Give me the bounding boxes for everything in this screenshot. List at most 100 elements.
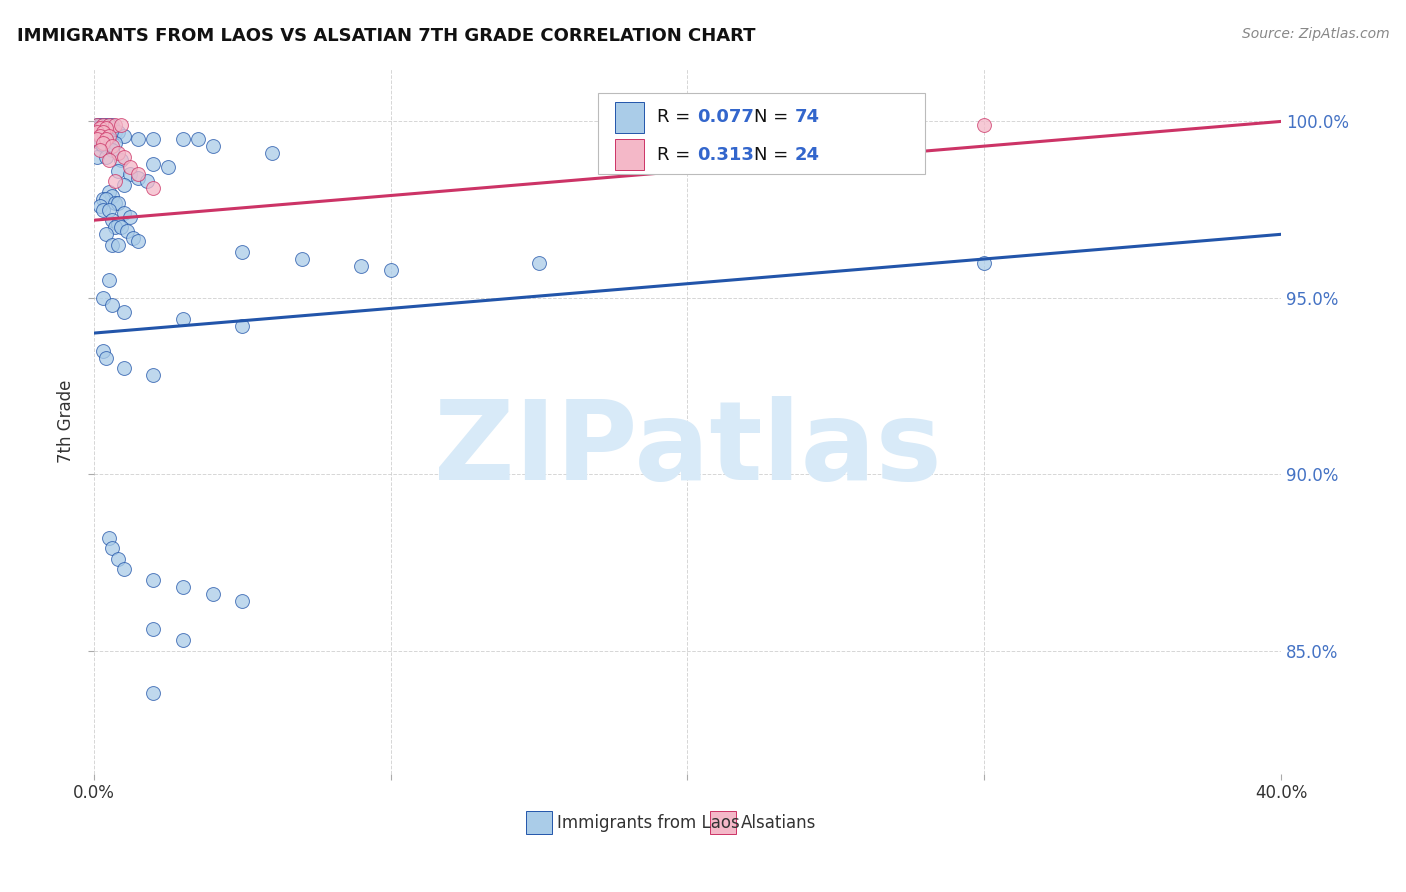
Point <box>231 319 253 334</box>
Point <box>100 139 122 153</box>
Point <box>110 153 132 168</box>
Point <box>136 174 159 188</box>
Point <box>260 146 283 161</box>
Point <box>97 153 120 168</box>
FancyBboxPatch shape <box>710 812 737 834</box>
Point <box>97 121 120 136</box>
Point <box>201 587 224 601</box>
Point <box>89 121 111 136</box>
Point <box>97 128 120 143</box>
Point <box>94 150 117 164</box>
Point <box>91 125 114 139</box>
Point <box>104 125 127 139</box>
Point <box>107 125 129 139</box>
Point <box>112 128 135 143</box>
Text: Source: ZipAtlas.com: Source: ZipAtlas.com <box>1241 27 1389 41</box>
Text: R =: R = <box>657 145 696 163</box>
Point <box>110 118 132 132</box>
Point <box>86 118 108 132</box>
Point <box>91 121 114 136</box>
Point <box>104 195 127 210</box>
Point <box>86 125 108 139</box>
Point <box>94 121 117 136</box>
Point <box>201 139 224 153</box>
Point <box>97 118 120 132</box>
Point <box>107 217 129 231</box>
Text: R =: R = <box>657 109 696 127</box>
Point <box>86 118 108 132</box>
Point <box>91 118 114 132</box>
Point <box>142 181 165 195</box>
Point <box>100 118 122 132</box>
Point <box>91 118 114 132</box>
Point <box>127 235 149 249</box>
Point <box>91 136 114 150</box>
FancyBboxPatch shape <box>614 139 644 170</box>
Point <box>104 220 127 235</box>
Point <box>142 157 165 171</box>
Point <box>89 118 111 132</box>
Point <box>172 632 194 647</box>
Point <box>94 118 117 132</box>
Point <box>973 255 995 269</box>
Point <box>89 128 111 143</box>
Point <box>118 210 141 224</box>
Point <box>86 150 108 164</box>
Point <box>97 531 120 545</box>
Point <box>97 132 120 146</box>
Point <box>86 125 108 139</box>
Point <box>100 541 122 556</box>
Point <box>380 262 402 277</box>
Point <box>100 188 122 202</box>
Point <box>527 255 550 269</box>
Point <box>187 132 209 146</box>
Point <box>172 312 194 326</box>
Point <box>115 224 138 238</box>
Text: N =: N = <box>754 109 794 127</box>
Point <box>291 252 314 266</box>
Point <box>86 132 108 146</box>
Point <box>89 132 111 146</box>
Point <box>142 368 165 383</box>
Point <box>112 206 135 220</box>
Point <box>89 143 111 157</box>
Text: Alsatians: Alsatians <box>741 814 817 831</box>
Point <box>142 132 165 146</box>
Point <box>91 291 114 305</box>
Point <box>107 552 129 566</box>
Point <box>94 192 117 206</box>
Point <box>112 305 135 319</box>
Point <box>100 298 122 312</box>
Text: ZIPatlas: ZIPatlas <box>433 396 942 503</box>
FancyBboxPatch shape <box>614 102 644 133</box>
Point <box>112 562 135 576</box>
Point <box>89 199 111 213</box>
Text: Immigrants from Laos: Immigrants from Laos <box>557 814 740 831</box>
Point <box>107 238 129 252</box>
Text: 24: 24 <box>794 145 820 163</box>
Point <box>100 121 122 136</box>
Point <box>172 580 194 594</box>
Point <box>231 594 253 608</box>
Point <box>112 361 135 376</box>
Point <box>100 238 122 252</box>
Point <box>91 139 114 153</box>
Point <box>97 118 120 132</box>
Point <box>107 163 129 178</box>
Point <box>112 150 135 164</box>
Point <box>94 227 117 242</box>
Point <box>142 686 165 700</box>
Text: 74: 74 <box>794 109 820 127</box>
Point <box>127 167 149 181</box>
Point <box>118 161 141 175</box>
Point <box>157 161 180 175</box>
Point <box>142 623 165 637</box>
Point <box>127 132 149 146</box>
Point <box>104 136 127 150</box>
Point <box>94 351 117 365</box>
Y-axis label: 7th Grade: 7th Grade <box>58 380 75 463</box>
Point <box>91 128 114 143</box>
Point <box>118 167 141 181</box>
Text: 0.077: 0.077 <box>697 109 754 127</box>
Point <box>104 174 127 188</box>
